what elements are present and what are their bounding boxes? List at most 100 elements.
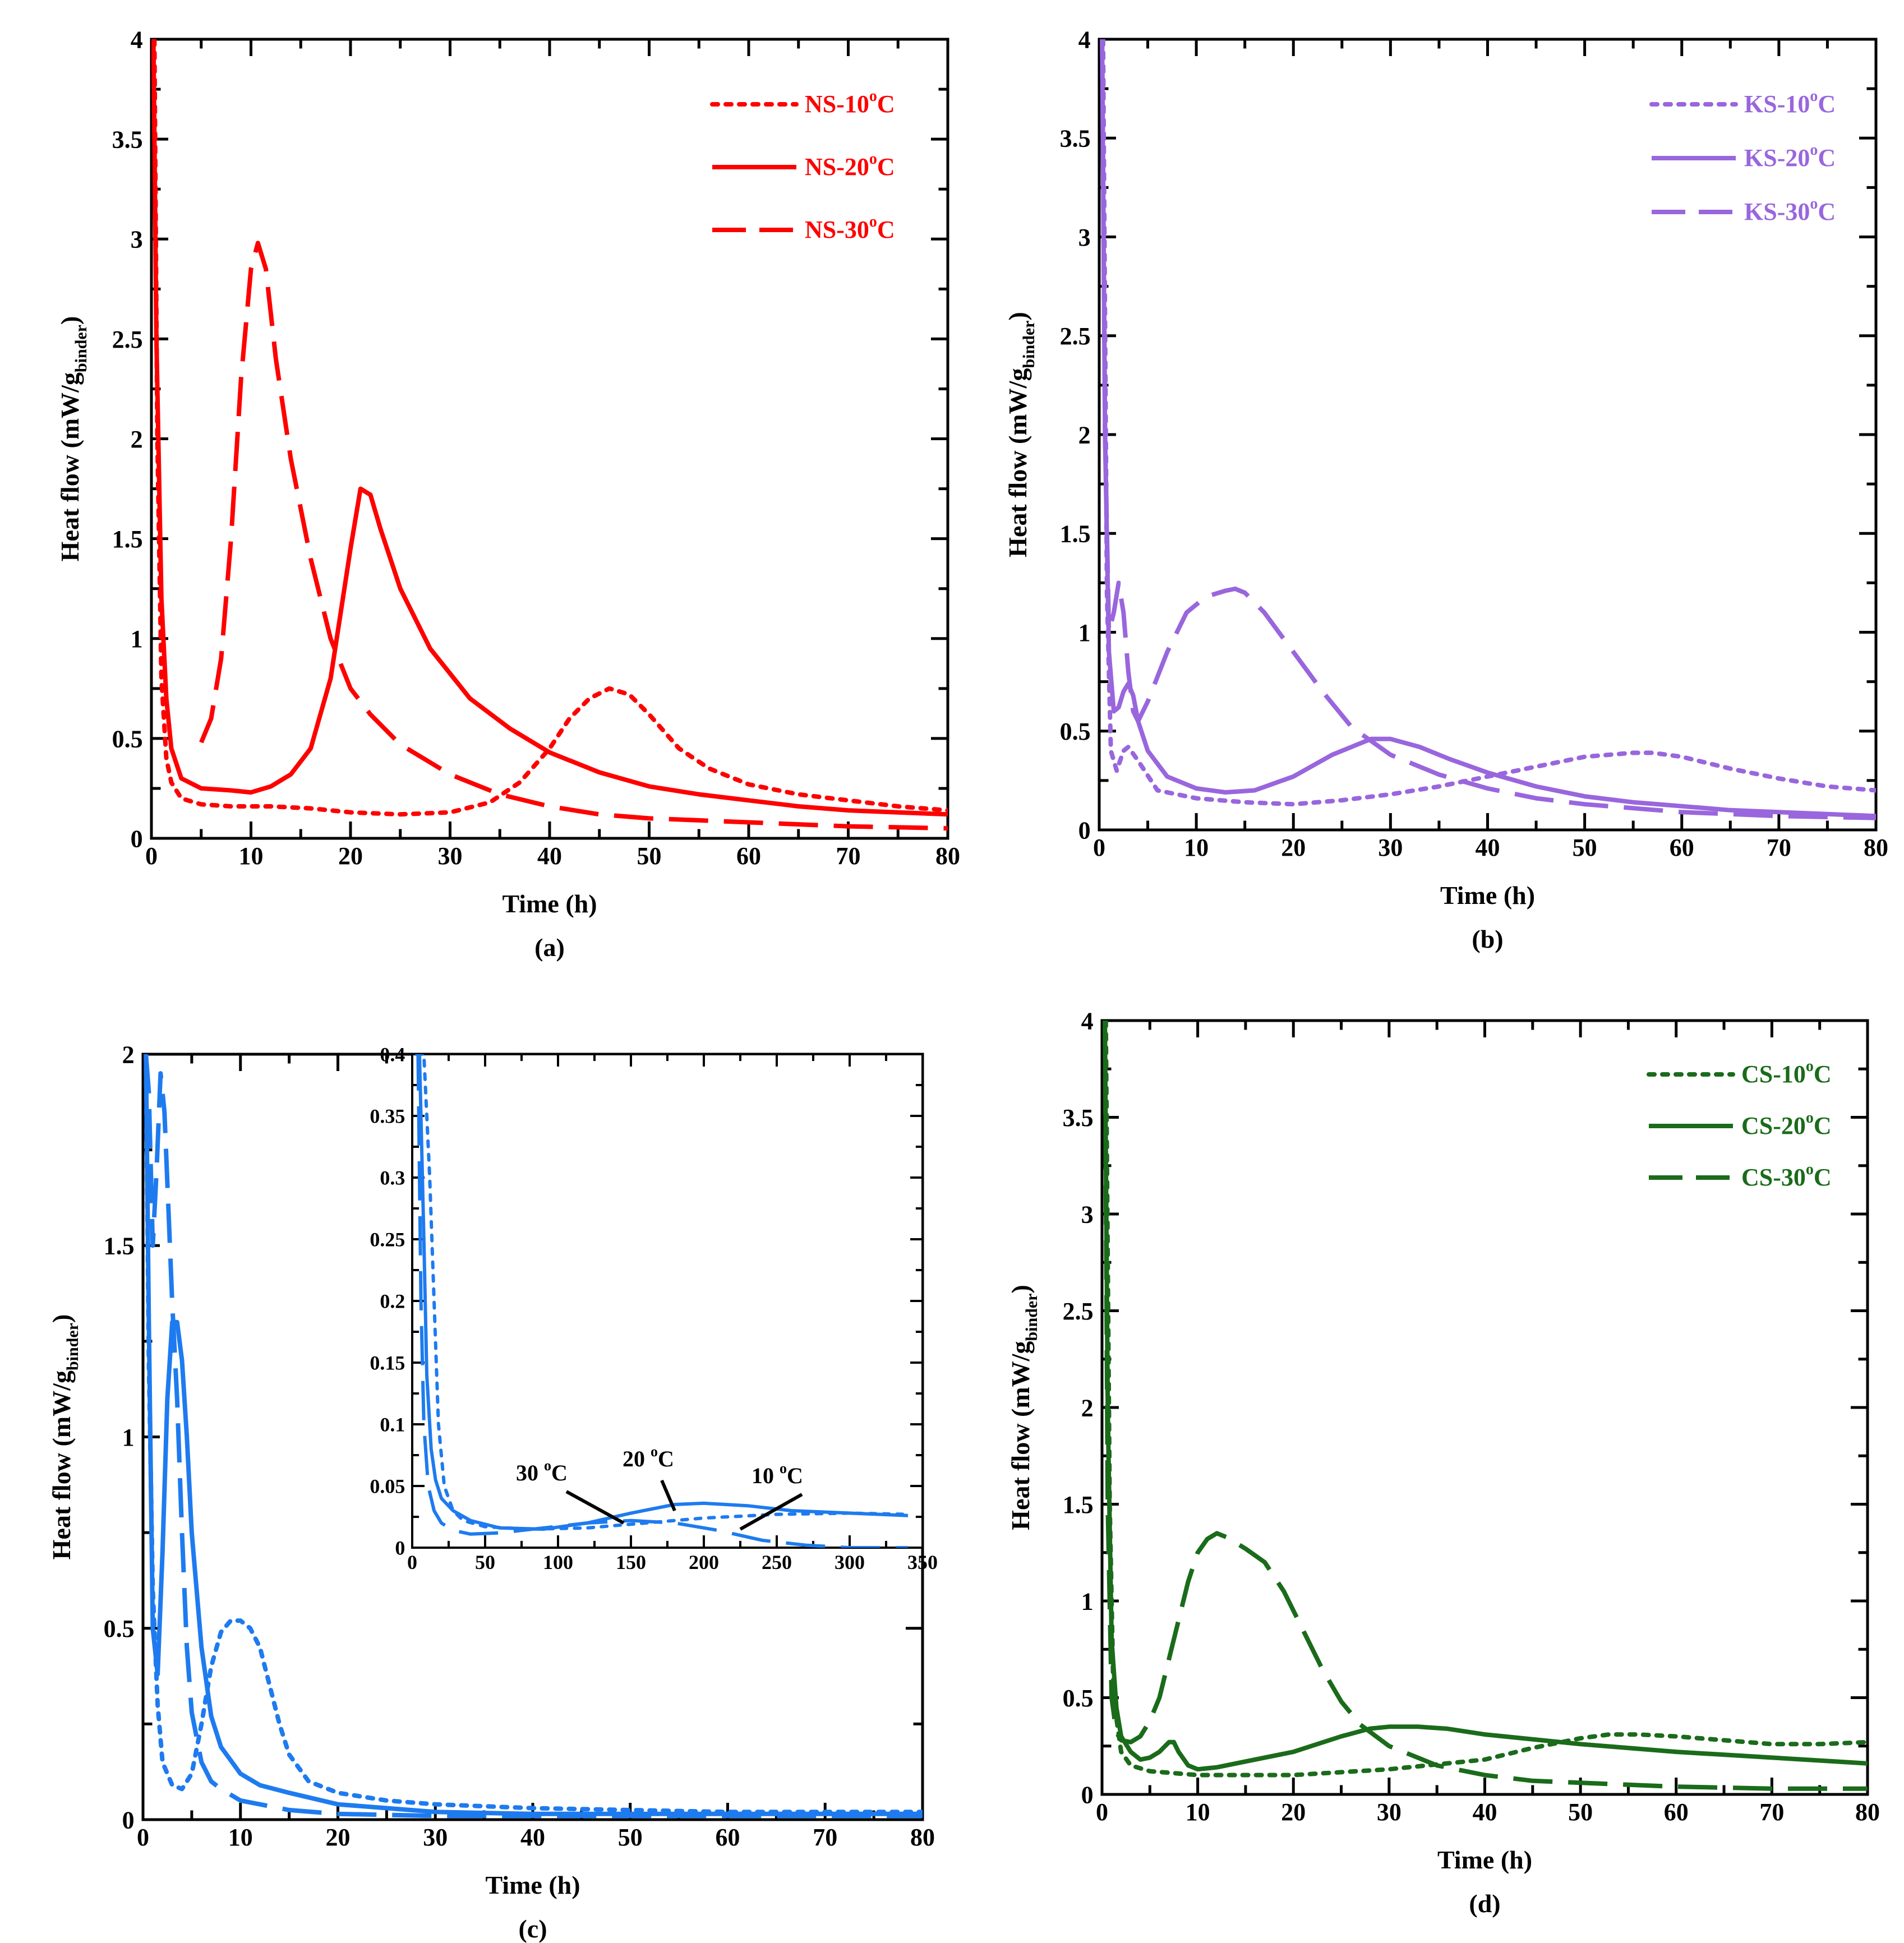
panel-label: (d) [1469,1889,1500,1918]
inset-x-tick-label: 350 [907,1551,938,1573]
y-axis-label-subscript: binder [63,1323,82,1370]
legend-label-unit: C [1818,144,1836,172]
legend-label-unit: C [1814,1164,1832,1191]
x-tick-label: 20 [1281,834,1306,861]
y-tick-label: 1 [1078,619,1091,647]
panel-label: (a) [534,933,565,962]
y-axis-label: Heat flow (mW/gbinder) [1006,1285,1041,1530]
y-axis-label-subscript: binder [72,325,90,372]
inset-y-tick-label: 0.3 [380,1167,405,1189]
legend-label-cs-10: CS-10oC [1741,1058,1832,1088]
legend-label-superscript: o [1810,195,1818,213]
legend-label-unit: C [1814,1112,1832,1139]
y-axis-label-close: ) [1006,1285,1035,1293]
inset-x-tick-label: 200 [689,1551,719,1573]
y-tick-label: 4 [131,26,143,53]
y-tick-label: 1.5 [1063,1491,1094,1519]
y-tick-label: 0 [1081,1781,1094,1808]
x-tick-label: 70 [1759,1798,1784,1826]
inset-annotation-text: 10 [752,1463,780,1488]
legend-label-unit: C [1814,1060,1832,1088]
legend-label-ns-30: NS-30oC [805,213,895,243]
legend-label-ks-30: KS-30oC [1744,195,1836,225]
panel-label: (b) [1472,925,1503,953]
panel-label: (c) [518,1914,547,1943]
inset-annotation-label: 20 oC [623,1443,674,1471]
inset-annotation-label: 30 oC [516,1457,568,1485]
x-tick-label: 50 [1568,1798,1593,1826]
y-tick-label: 1 [131,625,143,653]
x-tick-label: 50 [637,842,662,870]
y-tick-label: 2 [131,426,143,453]
legend-label-text: NS-10 [805,90,869,118]
x-tick-label: 0 [1096,1798,1108,1826]
d-series-cs-30 [1103,1021,1868,1791]
x-tick-label: 70 [836,842,861,870]
y-axis-label: Heat flow (mW/gbinder) [1003,312,1038,557]
y-tick-label: 0 [122,1806,135,1834]
inset-y-tick-label: 0.1 [380,1414,405,1436]
x-tick-label: 70 [813,1824,837,1851]
legend-label-cs-30: CS-30oC [1741,1161,1832,1191]
inset-plot-background [412,1054,923,1548]
x-tick-label: 30 [423,1824,448,1851]
y-tick-label: 0 [131,825,143,852]
y-tick-label: 2 [1081,1394,1094,1422]
inset-x-tick-label: 100 [543,1551,573,1573]
y-tick-label: 0.5 [112,725,143,753]
x-tick-label: 20 [326,1824,351,1851]
inset-x-tick-label: 300 [835,1551,865,1573]
y-tick-label: 3 [131,226,143,253]
x-tick-label: 80 [935,842,960,870]
legend-label-ks-10: KS-10oC [1744,87,1836,118]
legend-label-text: KS-10 [1744,90,1810,118]
inset-annotation-unit: C [787,1463,803,1488]
legend-label-text: CS-30 [1741,1164,1806,1191]
inset-annotation-superscript: o [651,1443,658,1460]
legend-label-text: KS-20 [1744,144,1810,172]
y-axis-label-main: Heat flow (mW/g [1003,368,1032,557]
y-tick-label: 3 [1078,224,1091,251]
inset-y-tick-label: 0.35 [370,1105,405,1128]
x-tick-label: 80 [1855,1798,1880,1826]
x-tick-label: 10 [1184,834,1209,861]
x-tick-label: 30 [1378,834,1403,861]
d-series-cs-10 [1103,1021,1868,1778]
inset-y-tick-label: 0 [395,1537,405,1559]
panel-b: 0 10 20 30 40 50 60 70 80 0 0.5 1 1.5 2 2.5 3 3.5 4 Time (… [1003,26,1888,953]
inset-annotation-superscript: o [544,1457,551,1474]
panel-a: 0 10 20 30 40 50 60 70 80 0 0.5 1 1.5 2 2.5 3 3.5 4 Time (… [56,26,960,962]
inset-series-ms-10 [414,1054,910,1531]
y-tick-label: 2 [1078,421,1091,449]
inset-annotation-pointer [739,1493,803,1531]
x-tick-label: 70 [1767,834,1791,861]
x-tick-label: 40 [1476,834,1500,861]
c-series-ms-10 [144,1054,923,1815]
x-axis-label: Time (h) [502,889,597,918]
legend-label-cs-20: CS-20oC [1741,1109,1832,1139]
x-tick-label: 20 [338,842,363,870]
legend-label-ns-10: NS-10oC [805,87,895,118]
y-tick-label: 3.5 [1060,125,1091,153]
inset-annotation-text: 30 [516,1460,544,1485]
x-tick-label: 10 [228,1824,253,1851]
x-tick-label: 60 [1670,834,1694,861]
x-tick-label: 40 [537,842,562,870]
inset-annotation-unit: C [551,1460,568,1485]
y-axis-label-close: ) [56,316,84,325]
x-tick-label: 40 [520,1824,545,1851]
inset-x-tick-label: 150 [616,1551,646,1573]
y-tick-label: 4 [1078,26,1091,53]
y-tick-label: 1.5 [1060,520,1091,548]
legend-label-text: KS-30 [1744,198,1810,225]
inset-annotation-pointer [660,1479,676,1512]
x-tick-label: 50 [618,1824,643,1851]
y-axis-label-subscript: binder [1020,321,1038,368]
y-tick-label: 0.5 [1060,718,1091,745]
inset-y-tick-label: 0.25 [370,1229,405,1251]
y-tick-label: 2 [122,1041,135,1068]
y-tick-label: 0.5 [104,1615,135,1642]
legend-label-unit: C [1818,198,1836,225]
x-axis-label: Time (h) [1440,881,1535,910]
inset-annotation-pointer [565,1490,625,1525]
